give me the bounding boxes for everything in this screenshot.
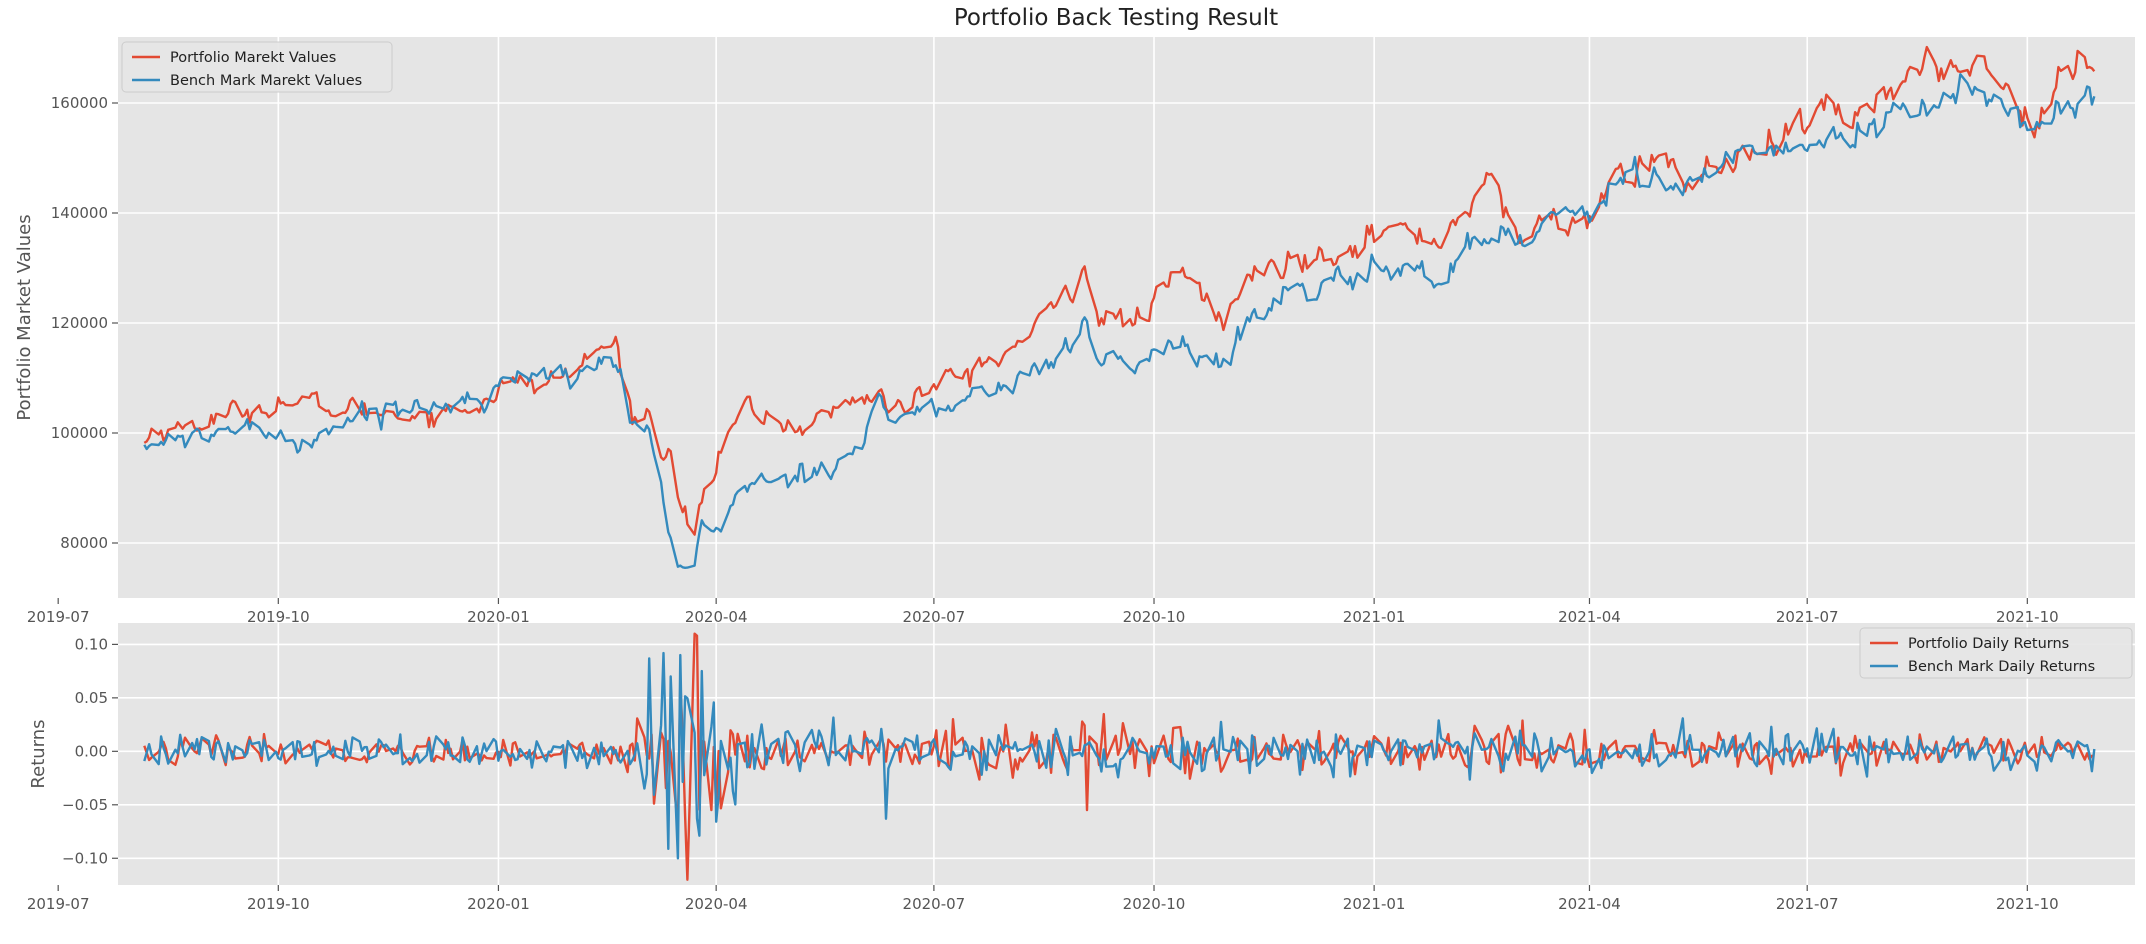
ret-y-tick-label: −0.05	[62, 796, 108, 814]
mv-y-tick-label: 100000	[51, 424, 108, 442]
mv-x-tick-label: 2020-04	[685, 608, 748, 626]
mv-legend-box	[121, 41, 393, 93]
ret-legend: Portfolio Daily Returns Bench Mark Daily …	[1859, 627, 2133, 679]
mv-plot-background	[118, 37, 2135, 598]
ret-y-axis-label: Returns	[28, 719, 49, 788]
mv-legend-label: Bench Mark Marekt Values	[170, 73, 362, 89]
ret-x-tick-label: 2021-07	[1776, 895, 1839, 913]
mv-x-tick-label: 2021-01	[1343, 608, 1406, 626]
mv-x-tick-label: 2020-10	[1123, 608, 1186, 626]
mv-x-tick-label: 2021-07	[1776, 608, 1839, 626]
ret-x-tick-label: 2021-10	[1996, 895, 2059, 913]
ret-y-tick-label: 0.05	[75, 689, 108, 707]
ret-legend-label: Bench Mark Daily Returns	[1908, 659, 2095, 675]
ret-y-tick-label: −0.10	[62, 849, 108, 867]
mv-x-tick-label: 2019-10	[247, 608, 310, 626]
mv-x-tick-label: 2020-07	[903, 608, 966, 626]
ret-x-tick-label: 2020-07	[903, 895, 966, 913]
mv-y-tick-label: 120000	[51, 314, 108, 332]
mv-y-tick-label: 160000	[51, 94, 108, 112]
market-values-plot: 2019-07 2019-10 2020-01 2020-04 2020-07 2020-…	[14, 37, 2135, 626]
ret-x-tick-label: 2019-07	[27, 895, 90, 913]
ret-legend-label: Portfolio Daily Returns	[1908, 636, 2069, 652]
ret-y-tick-label: 0.10	[75, 635, 108, 653]
ret-series-line-0	[143, 632, 2095, 881]
ret-series-line-1	[143, 651, 2096, 860]
mv-x-tick-label: 2021-04	[1558, 608, 1621, 626]
mv-x-tick-label: 2019-07	[27, 608, 90, 626]
ret-x-tick-label: 2021-01	[1343, 895, 1406, 913]
mv-x-tick-label: 2021-10	[1996, 608, 2059, 626]
ret-x-tick-label: 2020-01	[467, 895, 530, 913]
ret-x-tick-label: 2020-04	[685, 895, 748, 913]
mv-legend-label: Portfolio Marekt Values	[170, 50, 336, 66]
mv-y-tick-label: 140000	[51, 204, 108, 222]
chart-title: Portfolio Back Testing Result	[954, 5, 1278, 31]
mv-legend: Portfolio Marekt Values Bench Mark Marekt…	[121, 41, 393, 93]
mv-y-tick-label: 80000	[60, 534, 108, 552]
ret-legend-box	[1859, 627, 2133, 679]
mv-y-axis-label: Portfolio Market Values	[14, 214, 35, 420]
daily-returns-plot: 2019-07 2019-10 2020-01 2020-04 2020-07 2020-…	[27, 623, 2135, 913]
ret-x-tick-label: 2020-10	[1123, 895, 1186, 913]
mv-series-line-0	[143, 45, 2096, 536]
ret-x-tick-label: 2019-10	[247, 895, 310, 913]
mv-x-tick-label: 2020-01	[467, 608, 530, 626]
ret-x-tick-label: 2021-04	[1558, 895, 1621, 913]
ret-y-tick-label: 0.00	[75, 742, 108, 760]
mv-series-line-1	[143, 73, 2096, 569]
